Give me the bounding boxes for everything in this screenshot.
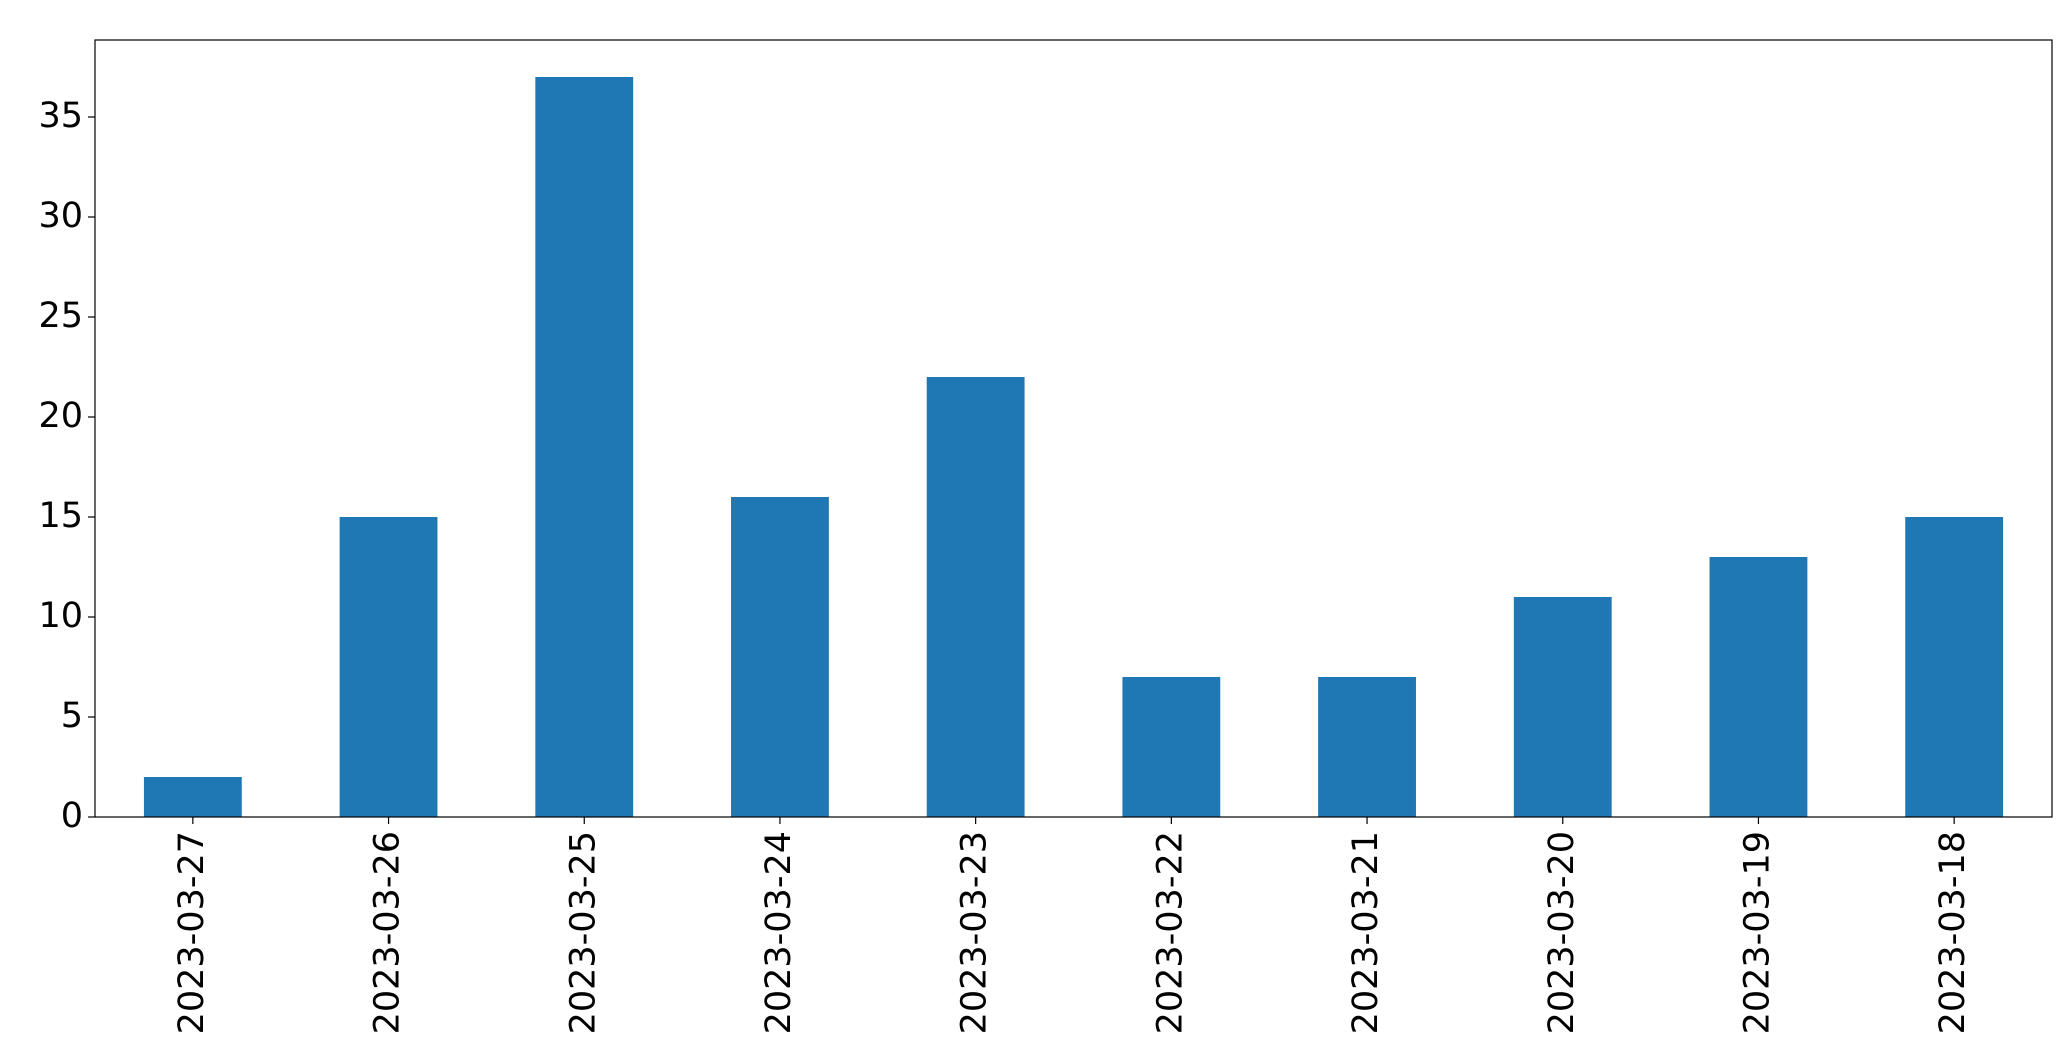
bar [926, 377, 1025, 817]
bar [1709, 557, 1808, 817]
y-tick-label: 15 [38, 496, 83, 536]
bar [1513, 597, 1612, 817]
y-tick-label: 5 [61, 696, 83, 736]
y-tick-label: 35 [38, 96, 83, 136]
bar [143, 777, 242, 817]
x-tick-label: 2023-03-19 [1737, 831, 1777, 1034]
bar [1905, 517, 2004, 817]
x-tick-label: 2023-03-24 [759, 831, 799, 1034]
bar [339, 517, 438, 817]
x-tick-label: 2023-03-22 [1150, 831, 1190, 1034]
y-tick-label: 25 [38, 296, 83, 336]
x-tick-label: 2023-03-27 [172, 831, 212, 1034]
x-tick-label: 2023-03-21 [1346, 831, 1386, 1034]
x-tick-label: 2023-03-20 [1542, 831, 1582, 1034]
bar [1318, 677, 1416, 817]
bar [535, 77, 634, 817]
y-tick-label: 10 [38, 596, 83, 636]
x-tick-label: 2023-03-23 [955, 831, 995, 1034]
y-tick-label: 0 [61, 796, 83, 836]
plot-frame [94, 39, 2053, 818]
bar [731, 497, 829, 817]
x-tick-label: 2023-03-25 [563, 831, 603, 1034]
x-tick-label: 2023-03-18 [1933, 831, 1973, 1034]
y-tick-label: 30 [38, 196, 83, 236]
bar [1122, 677, 1221, 817]
y-tick-label: 20 [38, 396, 83, 436]
x-tick-label: 2023-03-26 [368, 831, 408, 1034]
